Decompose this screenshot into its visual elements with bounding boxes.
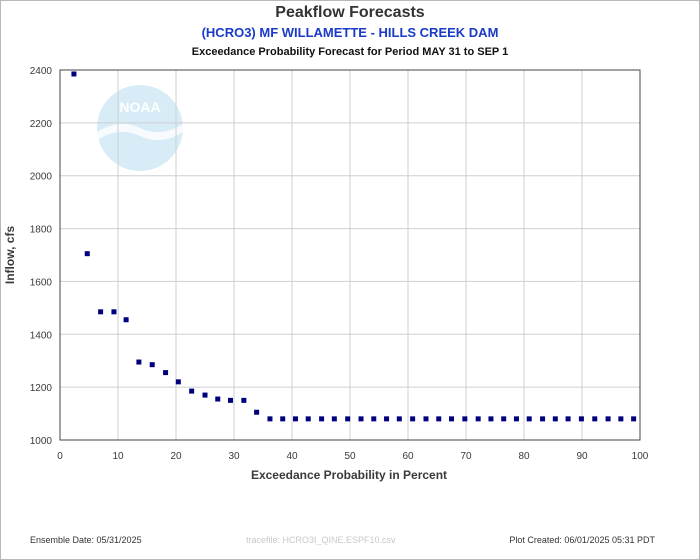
data-points [71,71,637,422]
data-point [149,362,155,368]
y-axis-label: Inflow, cfs [3,226,17,285]
chart-subtitle: Exceedance Probability Forecast for Peri… [191,46,509,58]
data-point [267,416,273,422]
y-tick-label: 1000 [30,436,53,447]
data-point [449,416,454,422]
data-point [228,397,234,403]
data-point [345,416,351,422]
y-tick-label: 2400 [30,66,53,77]
data-point [241,397,247,403]
chart-title: Peakflow Forecasts [275,4,425,21]
data-point [436,416,442,422]
y-tick-label: 1600 [30,277,53,288]
data-point [526,416,532,422]
x-tick-label: 10 [112,451,124,462]
data-point [111,309,117,315]
noaa-logo-text: NOAA [119,99,160,115]
x-tick-label: 80 [518,451,530,462]
data-point [462,416,468,422]
data-point [578,416,584,422]
data-point [202,392,208,398]
y-tick-label: 2200 [30,119,53,130]
data-point [292,416,298,422]
data-point [513,416,519,422]
data-point [136,359,142,365]
data-point [384,416,390,422]
data-point [371,416,377,422]
x-axis-label: Exceedance Probability in Percent [251,468,447,482]
x-tick-label: 60 [402,451,414,462]
data-point [592,416,598,422]
data-point [396,416,402,422]
y-tick-label: 1800 [30,225,53,236]
ensemble-date: Ensemble Date: 05/31/2025 [30,535,142,545]
data-point [501,416,507,422]
data-point [163,370,169,376]
data-point [84,251,90,257]
y-tick-label: 1200 [30,383,53,394]
data-point [552,416,558,422]
data-point [71,71,77,77]
data-point [618,416,624,422]
x-tick-label: 50 [344,451,356,462]
data-point [540,416,546,422]
x-tick-label: 20 [170,451,182,462]
data-point [488,416,494,422]
x-tick-label: 30 [228,451,240,462]
station-name: (HCRO3) MF WILLAMETTE - HILLS CREEK DAM [201,25,499,40]
data-point [358,416,364,422]
data-point [189,388,195,394]
plot-area [59,69,641,441]
data-point [331,416,337,422]
data-point [254,409,260,415]
x-tick-label: 100 [632,451,649,462]
data-point [175,379,181,385]
y-tick-label: 2000 [30,172,53,183]
data-point [123,317,129,323]
data-point [423,416,429,422]
data-point [305,416,311,422]
grid [60,70,640,440]
data-point [605,416,611,422]
x-tick-label: 70 [460,451,472,462]
data-point [280,416,286,422]
tracefile-label: tracefile: HCRO3I_QINE.ESPF10.csv [246,535,396,545]
data-point [215,396,221,402]
x-tick-label: 40 [286,451,298,462]
axis-ticks: 0 10 20 30 40 50 60 70 80 90 100 1000 1200 1400 1600 18… [30,66,649,462]
y-tick-label: 1400 [30,330,53,341]
plot-created: Plot Created: 06/01/2025 05:31 PDT [509,535,655,545]
data-point [319,416,325,422]
data-point [565,416,571,422]
x-tick-label: 90 [576,451,588,462]
x-tick-label: 0 [57,451,63,462]
data-point [410,416,416,422]
data-point [631,416,637,422]
data-point [475,416,481,422]
data-point [98,309,104,315]
noaa-logo: NOAA [97,85,183,171]
